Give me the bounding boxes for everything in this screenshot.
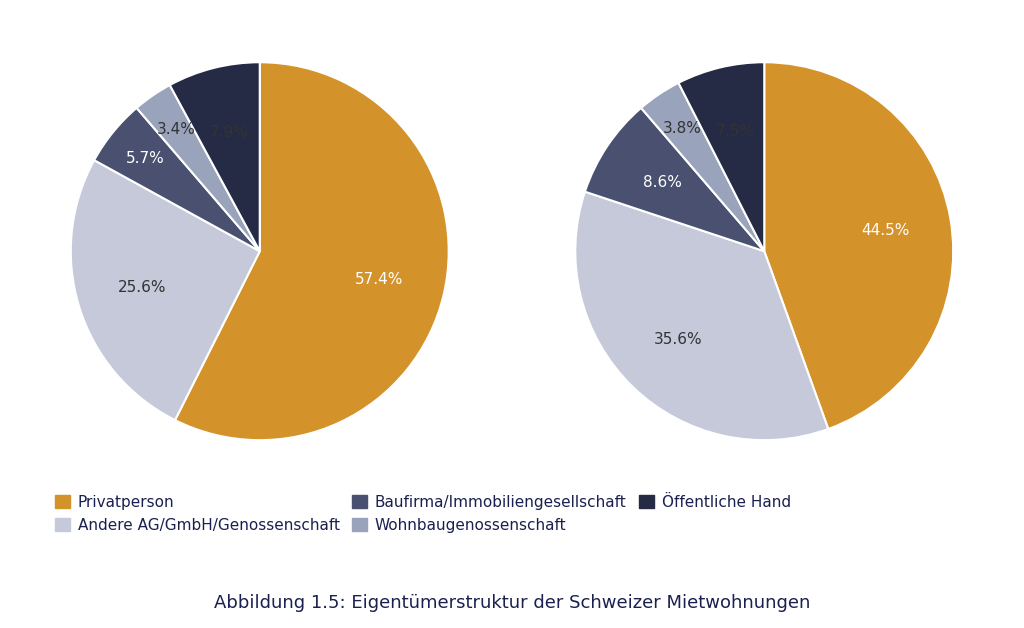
Text: 25.6%: 25.6% (118, 280, 167, 295)
Text: 44.5%: 44.5% (861, 222, 909, 237)
Text: 3.4%: 3.4% (157, 122, 196, 138)
Text: 35.6%: 35.6% (654, 332, 702, 347)
Wedge shape (170, 62, 260, 251)
Text: 8.6%: 8.6% (643, 175, 682, 190)
Wedge shape (71, 160, 260, 420)
Wedge shape (575, 192, 828, 440)
Wedge shape (679, 62, 764, 251)
Text: 57.4%: 57.4% (355, 272, 403, 287)
Text: 7.5%: 7.5% (716, 124, 755, 139)
Legend: Privatperson, Andere AG/GmbH/Genossenschaft, Baufirma/Immobiliengesellschaft, Wo: Privatperson, Andere AG/GmbH/Genossensch… (48, 489, 797, 539)
Wedge shape (585, 108, 764, 251)
Wedge shape (94, 108, 260, 251)
Wedge shape (136, 85, 260, 251)
Wedge shape (175, 62, 449, 440)
Wedge shape (641, 83, 764, 251)
Wedge shape (764, 62, 953, 429)
Text: 7.9%: 7.9% (210, 124, 249, 139)
Text: 5.7%: 5.7% (126, 151, 165, 166)
Text: 3.8%: 3.8% (663, 121, 701, 136)
Text: Abbildung 1.5: Eigentümerstruktur der Schweizer Mietwohnungen: Abbildung 1.5: Eigentümerstruktur der Sc… (214, 594, 810, 612)
